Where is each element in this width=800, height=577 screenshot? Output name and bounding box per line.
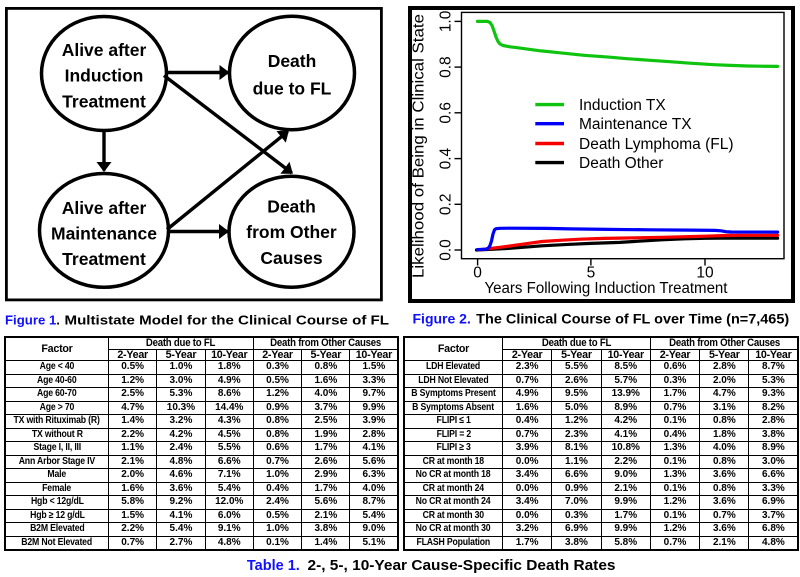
svg-text:Alive after: Alive after [62,40,147,60]
svg-text:Treatment: Treatment [62,91,146,111]
svg-text:The Clinical Course of FL over: The Clinical Course of FL over Time (n=7… [476,311,789,327]
svg-text:2-, 5-, 10-Year Cause-Specific: 2-, 5-, 10-Year Cause-Specific Death Rat… [308,558,616,574]
svg-text:Multistate Model for the Clini: Multistate Model for the Clinical Course… [65,313,390,328]
svg-text:10: 10 [696,264,714,281]
svg-text:Figure 2.: Figure 2. [413,311,471,327]
svg-text:from Other: from Other [246,222,337,242]
svg-text:Death Lymphoma (FL): Death Lymphoma (FL) [579,136,734,153]
svg-text:0.6: 0.6 [437,102,454,124]
svg-text:0.0: 0.0 [437,239,454,261]
svg-text:Death: Death [268,51,317,71]
svg-text:Alive after: Alive after [62,198,147,218]
svg-text:Table 1.: Table 1. [247,558,300,574]
svg-text:Likelihood of Being in Clinica: Likelihood of Being in Clinical State [411,14,428,278]
svg-text:1.0: 1.0 [437,10,454,32]
svg-text:5: 5 [587,264,596,281]
svg-text:Years Following Induction Trea: Years Following Induction Treatment [485,280,729,297]
svg-text:0.2: 0.2 [437,194,454,216]
svg-text:Maintenance TX: Maintenance TX [579,116,692,133]
svg-text:0.8: 0.8 [437,56,454,78]
svg-text:Treatment: Treatment [62,249,146,269]
svg-text:0.4: 0.4 [437,147,454,169]
svg-text:Maintenance: Maintenance [51,223,157,243]
svg-text:Causes: Causes [260,248,323,268]
svg-text:due to FL: due to FL [253,78,332,98]
svg-text:Induction: Induction [65,66,144,86]
svg-text:0: 0 [473,264,482,281]
svg-text:Death Other: Death Other [579,155,663,172]
svg-text:Figure 1.: Figure 1. [5,313,60,328]
svg-text:Induction TX: Induction TX [579,97,666,114]
svg-text:Death: Death [267,196,316,216]
